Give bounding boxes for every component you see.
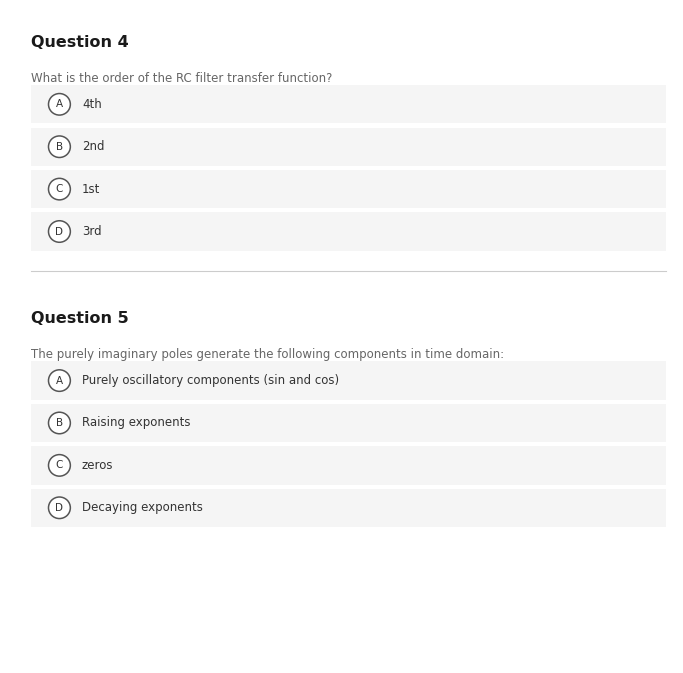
Text: zeros: zeros xyxy=(82,459,113,472)
Circle shape xyxy=(48,413,70,434)
Text: D: D xyxy=(55,227,64,236)
Circle shape xyxy=(48,370,70,392)
Text: 1st: 1st xyxy=(82,182,100,196)
Text: D: D xyxy=(55,503,64,513)
FancyBboxPatch shape xyxy=(31,213,666,251)
Text: Decaying exponents: Decaying exponents xyxy=(82,501,203,514)
Text: A: A xyxy=(56,100,63,109)
Text: B: B xyxy=(56,418,63,428)
Text: C: C xyxy=(56,460,63,470)
FancyBboxPatch shape xyxy=(31,446,666,485)
Text: A: A xyxy=(56,376,63,386)
Circle shape xyxy=(48,136,70,157)
FancyBboxPatch shape xyxy=(31,489,666,527)
Circle shape xyxy=(48,94,70,115)
Text: 4th: 4th xyxy=(82,98,102,111)
Text: What is the order of the RC filter transfer function?: What is the order of the RC filter trans… xyxy=(31,72,332,85)
Circle shape xyxy=(48,497,70,519)
Text: The purely imaginary poles generate the following components in time domain:: The purely imaginary poles generate the … xyxy=(31,349,504,361)
Circle shape xyxy=(48,178,70,200)
Text: Question 4: Question 4 xyxy=(31,35,128,50)
Text: 2nd: 2nd xyxy=(82,140,104,153)
Text: Raising exponents: Raising exponents xyxy=(82,417,191,429)
Text: C: C xyxy=(56,184,63,194)
Text: Question 5: Question 5 xyxy=(31,312,128,326)
FancyBboxPatch shape xyxy=(31,85,666,124)
FancyBboxPatch shape xyxy=(31,404,666,442)
Text: 3rd: 3rd xyxy=(82,225,102,238)
FancyBboxPatch shape xyxy=(31,361,666,400)
FancyBboxPatch shape xyxy=(31,170,666,209)
Text: Purely oscillatory components (sin and cos): Purely oscillatory components (sin and c… xyxy=(82,374,339,387)
Text: B: B xyxy=(56,142,63,151)
Circle shape xyxy=(48,221,70,242)
Circle shape xyxy=(48,455,70,476)
FancyBboxPatch shape xyxy=(31,127,666,166)
